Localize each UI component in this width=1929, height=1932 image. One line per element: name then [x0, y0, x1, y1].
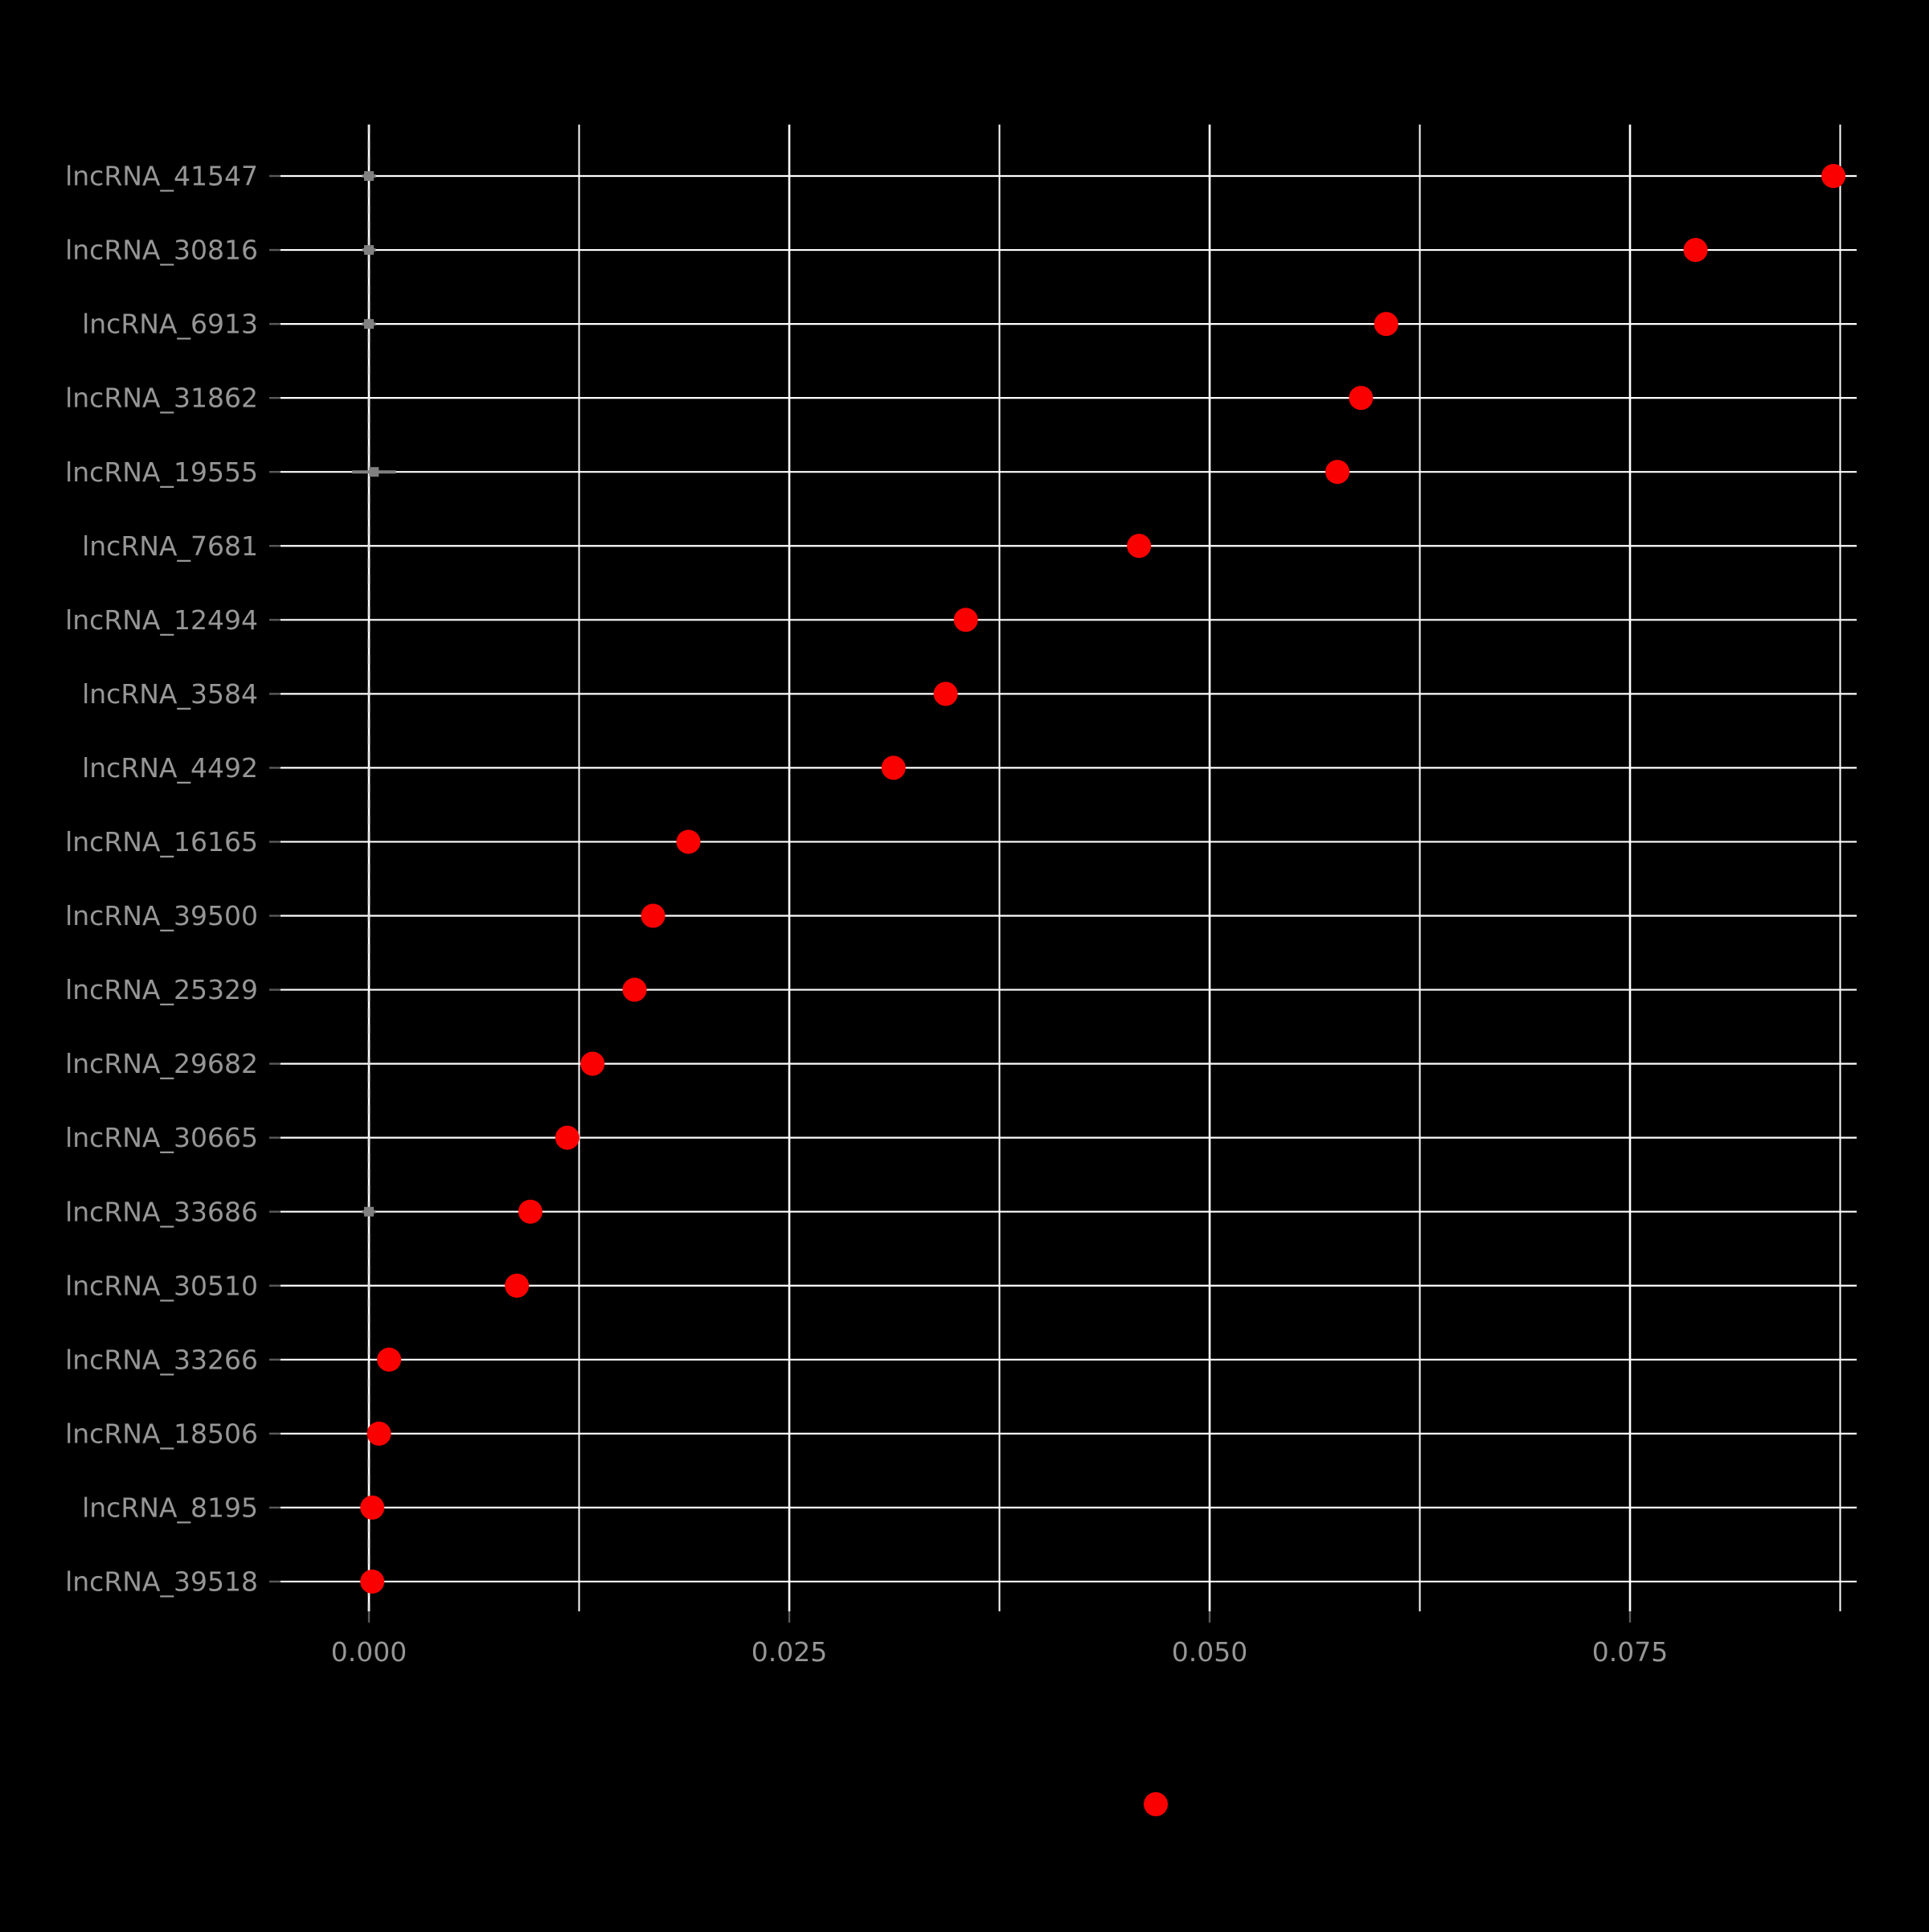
y-axis-label: lncRNA_30816 [65, 235, 258, 266]
y-axis-label: lncRNA_18506 [65, 1418, 258, 1449]
baseline-marker [364, 319, 374, 330]
x-axis-label: 0.050 [1172, 1636, 1247, 1668]
y-axis-label: lncRNA_12494 [65, 604, 258, 636]
data-point [1821, 164, 1846, 188]
data-point [641, 903, 666, 928]
y-axis-label: lncRNA_19555 [65, 456, 258, 488]
y-axis-label: lncRNA_8195 [82, 1492, 258, 1523]
data-point [367, 1421, 391, 1446]
x-axis-label: 0.000 [331, 1636, 407, 1668]
baseline-marker [369, 467, 379, 477]
y-axis-label: lncRNA_6913 [82, 309, 258, 340]
data-point [505, 1273, 530, 1298]
data-point [676, 829, 701, 854]
y-axis-label: lncRNA_16165 [65, 826, 258, 858]
data-point [518, 1199, 543, 1224]
y-axis-label: lncRNA_39518 [65, 1566, 258, 1598]
y-axis-label: lncRNA_7681 [82, 530, 258, 562]
data-point [377, 1347, 402, 1372]
y-axis-label: lncRNA_39500 [65, 900, 258, 931]
y-axis-label: lncRNA_4492 [82, 752, 258, 784]
data-point [1127, 534, 1152, 559]
y-axis-label: lncRNA_30510 [65, 1270, 258, 1301]
data-point [360, 1569, 385, 1594]
y-axis-label: lncRNA_30665 [65, 1122, 258, 1153]
legend-marker [1144, 1792, 1168, 1816]
y-axis-label: lncRNA_3584 [82, 678, 258, 710]
baseline-marker [364, 1206, 374, 1217]
data-point [580, 1051, 605, 1076]
data-point [1374, 312, 1399, 337]
x-axis-label: 0.075 [1592, 1636, 1668, 1668]
y-axis-label: lncRNA_41547 [65, 161, 258, 192]
baseline-marker [364, 245, 374, 256]
data-point [1683, 238, 1708, 263]
y-axis-label: lncRNA_33686 [65, 1196, 258, 1227]
data-point [1325, 460, 1349, 485]
data-point [555, 1125, 580, 1150]
y-axis-label: lncRNA_25329 [65, 974, 258, 1005]
data-point [881, 755, 906, 780]
baseline-marker [364, 171, 374, 181]
y-axis-label: lncRNA_29682 [65, 1048, 258, 1079]
data-point [953, 608, 978, 632]
x-axis-label: 0.025 [752, 1636, 827, 1668]
data-point [622, 977, 647, 1002]
data-point [933, 682, 958, 706]
y-axis-label: lncRNA_31862 [65, 383, 258, 414]
data-point [360, 1495, 385, 1520]
y-axis-label: lncRNA_33266 [65, 1344, 258, 1375]
data-point [1349, 386, 1374, 411]
